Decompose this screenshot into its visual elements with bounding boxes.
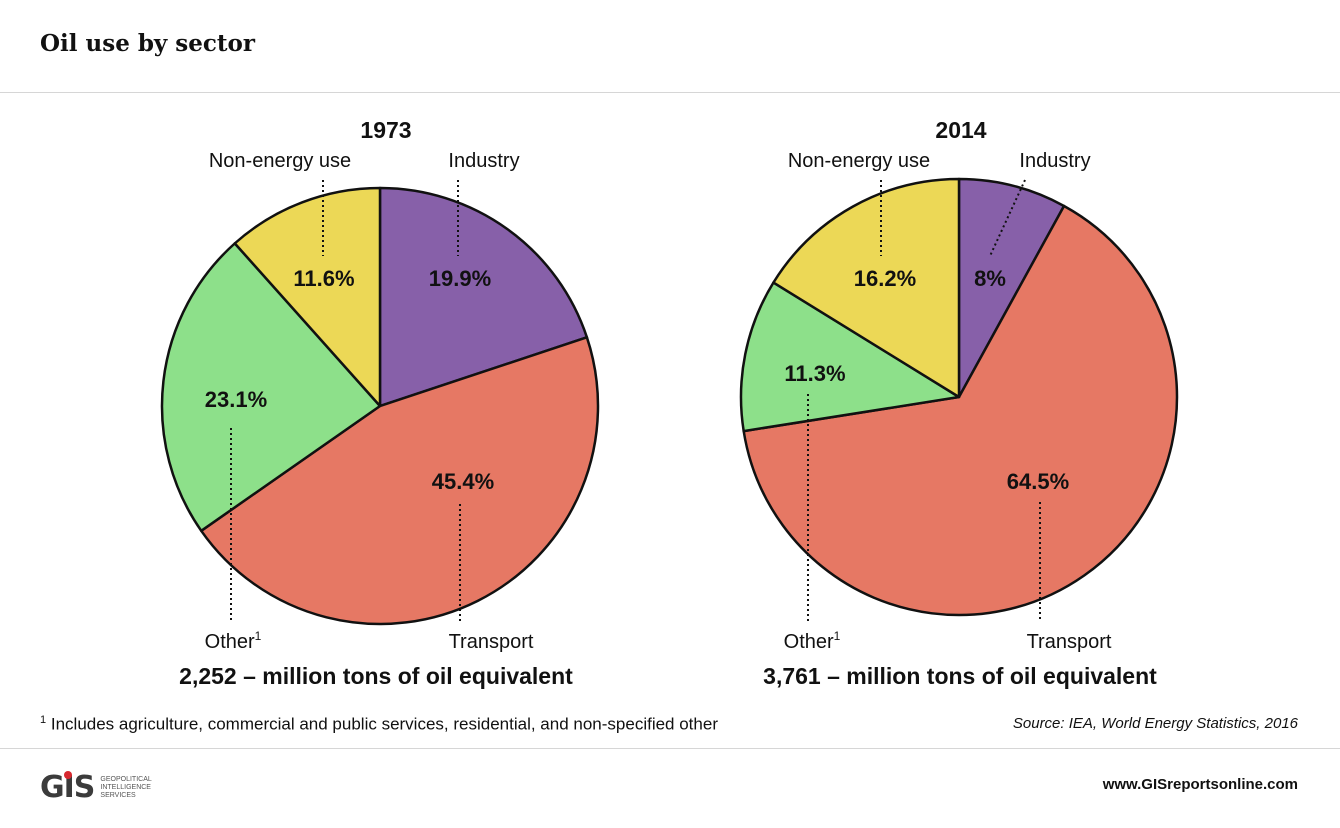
pie-1973-slice-other bbox=[160, 242, 382, 533]
pie-2014-slice-industry bbox=[957, 177, 1066, 399]
pie-1973-name-non-energy: Non-energy use bbox=[209, 150, 351, 172]
source-note: Source: IEA, World Energy Statistics, 20… bbox=[1012, 715, 1298, 732]
gis-logo: GIS Geopolitical Intelligence Services bbox=[40, 770, 170, 805]
website-url: www.GISreportsonline.com bbox=[1102, 776, 1298, 793]
pie-1973-label-non-energy-use: 11.6% bbox=[293, 266, 354, 291]
pie-1973-name-other: Other1 bbox=[205, 629, 262, 653]
logo-mark: GIS bbox=[40, 770, 95, 805]
pie-charts: 19.9% 45.4% 23.1% 11.6% 1973 2,252 – million … bbox=[160, 117, 1179, 689]
pie-2014-name-transport: Transport bbox=[1027, 631, 1112, 653]
footnote-text: Includes agriculture, commercial and pub… bbox=[50, 714, 718, 734]
pie-2014-name-non-energy: Non-energy use bbox=[788, 150, 930, 172]
pie-2014-name-other: Other1 bbox=[784, 629, 841, 653]
leader-2014-industry bbox=[989, 179, 1026, 257]
pie-1973-label-transport: 45.4% bbox=[432, 469, 494, 494]
pie-1973-other-superscript: 1 bbox=[255, 629, 262, 643]
pie-2014-total: 3,761 – million tons of oil equivalent bbox=[763, 663, 1157, 689]
pie-2014-name-industry: Industry bbox=[1019, 150, 1090, 172]
pie-2014-label-transport: 64.5% bbox=[1007, 469, 1069, 494]
pie-1973-name-transport: Transport bbox=[449, 631, 534, 653]
page-title: Oil use by sector bbox=[40, 30, 255, 57]
pie-1973-label-other: 23.1% bbox=[205, 387, 267, 412]
pie-2014-slice-transport bbox=[742, 204, 1179, 617]
pie-2014-slice-non-energy-use bbox=[772, 177, 961, 399]
footnote-marker: 1 bbox=[40, 714, 47, 726]
top-divider bbox=[0, 92, 1340, 93]
pie-1973-year-title: 1973 bbox=[360, 117, 411, 143]
pie-1973-slice-transport bbox=[200, 336, 600, 626]
pie-2014-year-title: 2014 bbox=[935, 117, 986, 143]
pie-1973-total: 2,252 – million tons of oil equivalent bbox=[179, 663, 573, 689]
pie-1973-name-industry: Industry bbox=[448, 150, 519, 172]
pie-1973-slice-industry bbox=[378, 186, 589, 408]
footnote: 1 Includes agriculture, commercial and p… bbox=[40, 714, 718, 735]
pie-2014-slice-other bbox=[739, 281, 961, 433]
pie-2014-other-superscript: 1 bbox=[834, 629, 841, 643]
pie-1973-slice-non-energy-use bbox=[233, 186, 382, 408]
pie-2014-label-other: 11.3% bbox=[784, 361, 845, 386]
pie-2014-label-non-energy-use: 16.2% bbox=[854, 266, 916, 291]
bottom-divider bbox=[0, 748, 1340, 749]
pie-2014-label-industry: 8% bbox=[974, 266, 1006, 291]
pie-1973-label-industry: 19.9% bbox=[429, 266, 491, 291]
logo-tagline: Geopolitical Intelligence Services bbox=[100, 775, 152, 799]
logo-dot-icon bbox=[64, 771, 72, 779]
